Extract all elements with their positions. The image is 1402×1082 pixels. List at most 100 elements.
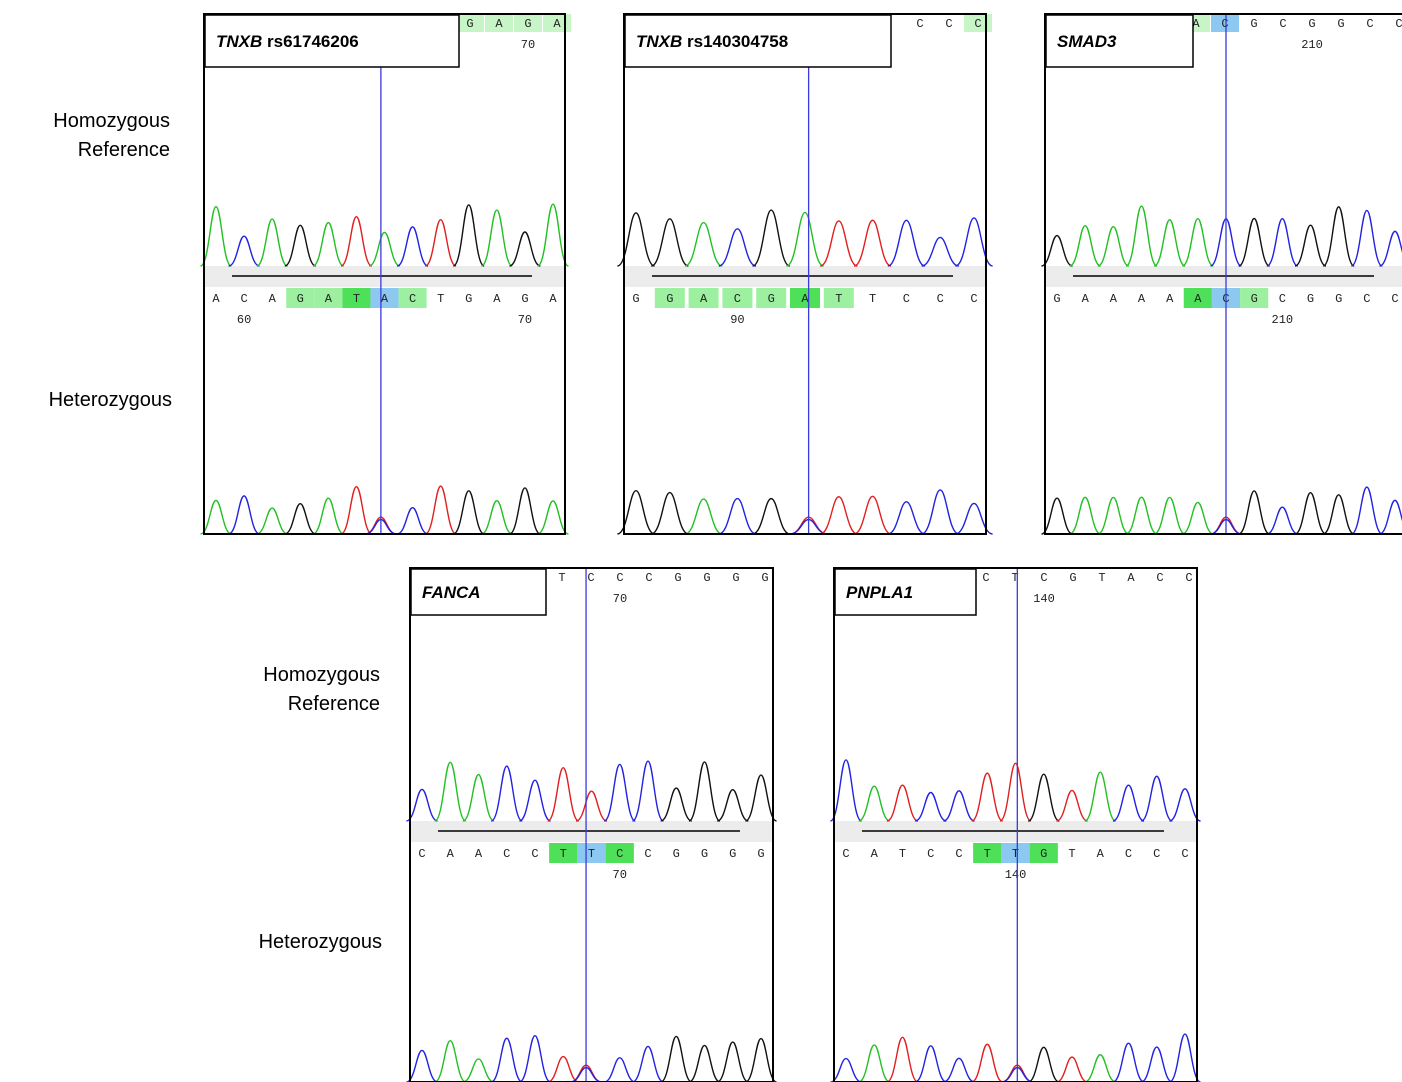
base-call: T — [558, 571, 565, 585]
base-call: C — [644, 847, 651, 861]
base-call: G — [768, 292, 775, 306]
row-label: Reference — [288, 693, 380, 715]
chromatogram-panel: ACAGATACTGAGA6070GAGA70TNXB rs61746206 — [201, 14, 571, 534]
base-call: C — [1279, 17, 1286, 31]
base-call: C — [945, 17, 952, 31]
base-call: A — [1194, 292, 1202, 306]
base-call: A — [493, 292, 501, 306]
base-call: G — [1250, 17, 1257, 31]
panel-title: PNPLA1 — [846, 583, 913, 602]
chromatogram-panel: GGACGATTCCC90CCCTNXB rs140304758 — [617, 14, 992, 534]
base-call: A — [1082, 292, 1090, 306]
position-number: 140 — [1033, 592, 1055, 606]
base-call: A — [1127, 571, 1135, 585]
base-call: C — [955, 847, 962, 861]
base-call: G — [729, 847, 736, 861]
base-call: G — [732, 571, 739, 585]
base-call: C — [240, 292, 247, 306]
panel-title: SMAD3 — [1057, 32, 1117, 51]
row-label: Heterozygous — [49, 389, 172, 411]
base-call: A — [553, 17, 561, 31]
base-call: C — [1125, 847, 1132, 861]
base-call: C — [616, 571, 623, 585]
base-call: T — [353, 292, 360, 306]
base-call: T — [1012, 847, 1019, 861]
base-call: C — [1040, 571, 1047, 585]
panel-title: FANCA — [422, 583, 481, 602]
base-call: A — [447, 847, 455, 861]
base-call: C — [1395, 17, 1402, 31]
chromatogram-panel: CAACCTTCCGGGG70TCCCGGGG70FANCA — [406, 568, 776, 1082]
page: {"rows": [ {"labels": {"homozygous": ["H… — [0, 0, 1402, 1082]
base-call: C — [1185, 571, 1192, 585]
position-number: 70 — [613, 868, 627, 882]
base-call: C — [1221, 17, 1228, 31]
chromatogram-panel: GAAAAACGCGGCC210ACGCGGCC210SMAD3 — [1042, 14, 1402, 534]
base-call: G — [703, 571, 710, 585]
base-call: A — [1110, 292, 1118, 306]
base-call: A — [700, 292, 708, 306]
base-call: G — [1335, 292, 1342, 306]
base-call: A — [269, 292, 277, 306]
base-call: C — [927, 847, 934, 861]
base-call: C — [503, 847, 510, 861]
position-number: 140 — [1005, 868, 1027, 882]
base-call: C — [418, 847, 425, 861]
base-call: A — [1166, 292, 1174, 306]
position-number: 210 — [1301, 38, 1323, 52]
row-label: Homozygous — [53, 110, 170, 132]
base-call: C — [1153, 847, 1160, 861]
base-call: C — [903, 292, 910, 306]
row-label: Reference — [78, 139, 170, 161]
base-call: A — [212, 292, 220, 306]
panel-title: TNXB rs140304758 — [636, 32, 788, 51]
base-call: G — [1053, 292, 1060, 306]
base-call: G — [701, 847, 708, 861]
base-call: C — [982, 571, 989, 585]
base-call: G — [466, 17, 473, 31]
gene-name: PNPLA1 — [846, 583, 913, 602]
gene-name: SMAD3 — [1057, 32, 1117, 51]
position-number: 60 — [237, 313, 251, 327]
position-number: 90 — [730, 313, 744, 327]
base-call: C — [937, 292, 944, 306]
base-call: T — [437, 292, 444, 306]
base-call: C — [1279, 292, 1286, 306]
base-call: G — [761, 571, 768, 585]
base-call: G — [524, 17, 531, 31]
base-call: A — [475, 847, 483, 861]
base-call: G — [1251, 292, 1258, 306]
base-call: C — [531, 847, 538, 861]
base-call: C — [734, 292, 741, 306]
base-call: T — [835, 292, 842, 306]
position-number: 70 — [521, 38, 535, 52]
base-call: C — [1181, 847, 1188, 861]
base-call: T — [1068, 847, 1075, 861]
base-call: C — [1366, 17, 1373, 31]
base-call: T — [869, 292, 876, 306]
base-call: G — [1337, 17, 1344, 31]
base-call: C — [842, 847, 849, 861]
position-number: 70 — [518, 313, 532, 327]
base-call: C — [974, 17, 981, 31]
figure: Homozygous Reference Heterozygous A C A G A T A C T… — [0, 0, 1402, 1082]
base-call: A — [381, 292, 389, 306]
panel-title: TNXB rs61746206 — [216, 32, 359, 51]
gene-name: TNXB — [216, 32, 262, 51]
base-call: T — [560, 847, 567, 861]
chromatogram-panel: CATCCTTGTACCC140CTCGTACC140PNPLA1 — [830, 568, 1200, 1082]
row-label: Heterozygous — [259, 931, 382, 953]
base-call: T — [984, 847, 991, 861]
base-call: G — [1069, 571, 1076, 585]
base-call: A — [325, 292, 333, 306]
base-call: G — [757, 847, 764, 861]
base-call: G — [1308, 17, 1315, 31]
base-call: C — [645, 571, 652, 585]
base-call: G — [1040, 847, 1047, 861]
position-number: 210 — [1272, 313, 1294, 327]
base-call: C — [409, 292, 416, 306]
gene-name: FANCA — [422, 583, 481, 602]
base-call: C — [1156, 571, 1163, 585]
variant-id: rs61746206 — [267, 32, 359, 51]
base-call: G — [521, 292, 528, 306]
